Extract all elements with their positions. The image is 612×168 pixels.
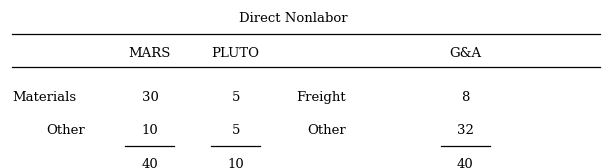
Text: 32: 32 <box>457 124 474 137</box>
Text: 30: 30 <box>141 91 159 104</box>
Text: G&A: G&A <box>449 47 481 60</box>
Text: 40: 40 <box>457 158 474 168</box>
Text: 10: 10 <box>141 124 159 137</box>
Text: 5: 5 <box>231 124 240 137</box>
Text: 40: 40 <box>141 158 159 168</box>
Text: Other: Other <box>46 124 84 137</box>
Text: Direct Nonlabor: Direct Nonlabor <box>239 12 348 25</box>
Text: 5: 5 <box>231 91 240 104</box>
Text: Freight: Freight <box>296 91 346 104</box>
Text: MARS: MARS <box>129 47 171 60</box>
Text: Other: Other <box>307 124 346 137</box>
Text: 8: 8 <box>461 91 469 104</box>
Text: Materials: Materials <box>12 91 76 104</box>
Text: PLUTO: PLUTO <box>212 47 259 60</box>
Text: 10: 10 <box>227 158 244 168</box>
